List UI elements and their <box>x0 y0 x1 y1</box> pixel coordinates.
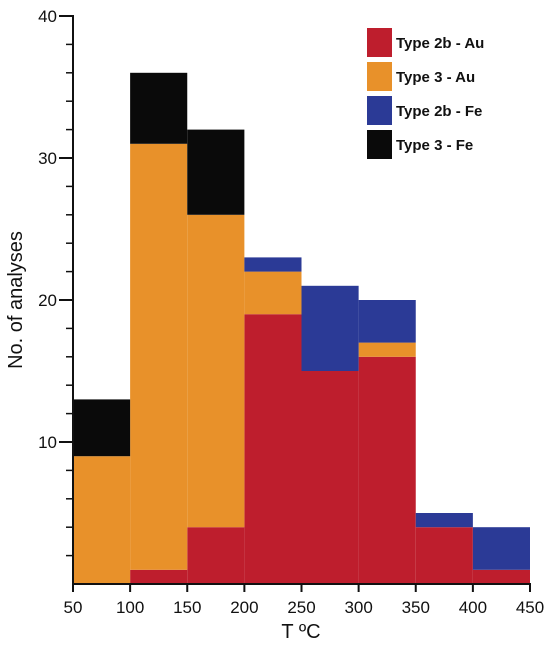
x-tick-label: 100 <box>116 598 144 617</box>
bar-0-6 <box>415 527 473 584</box>
y-tick-label: 40 <box>38 7 57 26</box>
legend-swatch-1 <box>367 62 392 91</box>
y-axis-label: No. of analyses <box>5 231 27 369</box>
bar-2-7 <box>472 527 530 570</box>
legend-swatch-3 <box>367 130 392 159</box>
bar-0-5 <box>358 356 416 584</box>
x-tick-label: 150 <box>173 598 201 617</box>
y-tick-label: 30 <box>38 149 57 168</box>
bars-layer <box>73 72 530 584</box>
legend-swatch-0 <box>367 28 392 57</box>
bar-1-3 <box>244 271 302 315</box>
x-tick-label: 400 <box>459 598 487 617</box>
y-tick-label: 10 <box>38 433 57 452</box>
legend: Type 2b - Au Type 3 - Au Type 2b - Fe Type … <box>367 28 484 159</box>
x-tick-label: 250 <box>287 598 315 617</box>
bar-2-4 <box>301 285 359 371</box>
bar-2-3 <box>244 257 302 272</box>
bar-0-3 <box>244 314 302 584</box>
legend-swatch-2 <box>367 96 392 125</box>
bar-1-5 <box>358 342 416 357</box>
bar-3-0 <box>73 399 131 457</box>
x-tick-label: 300 <box>344 598 372 617</box>
x-tick-label: 50 <box>64 598 83 617</box>
bar-3-1 <box>130 72 188 144</box>
legend-label-3: Type 3 - Fe <box>396 137 473 154</box>
bar-0-1 <box>130 569 188 584</box>
bar-1-0 <box>73 456 131 584</box>
axes-layer: 10 20 30 40 50 100 150 200 250 300 350 400 450 <box>38 7 544 617</box>
x-axis-label: T ºC <box>281 621 320 643</box>
legend-label-1: Type 3 - Au <box>396 69 475 86</box>
bar-2-6 <box>415 513 473 528</box>
x-tick-label: 350 <box>402 598 430 617</box>
bar-0-4 <box>301 371 359 584</box>
x-tick-label: 200 <box>230 598 258 617</box>
legend-label-0: Type 2b - Au <box>396 35 484 52</box>
bar-3-2 <box>187 129 245 215</box>
legend-label-2: Type 2b - Fe <box>396 103 482 120</box>
bar-0-2 <box>187 527 245 584</box>
bar-0-7 <box>472 569 530 584</box>
x-tick-label: 450 <box>516 598 544 617</box>
y-tick-label: 20 <box>38 291 57 310</box>
bar-2-5 <box>358 300 416 343</box>
bar-1-1 <box>130 143 188 570</box>
bar-1-2 <box>187 214 245 528</box>
